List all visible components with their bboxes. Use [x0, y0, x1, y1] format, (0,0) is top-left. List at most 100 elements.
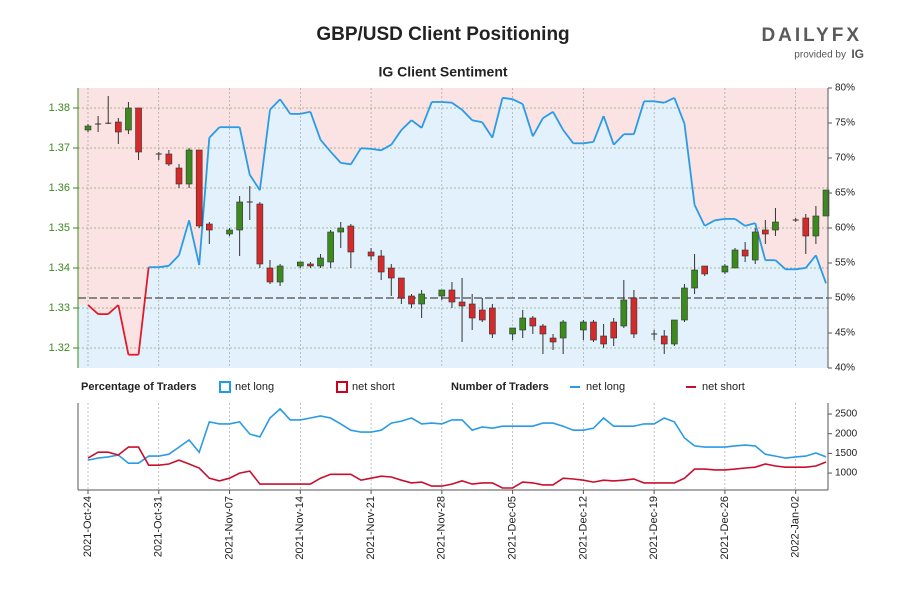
candle-body — [448, 289, 456, 303]
x-tick-label: 2021-Nov-28 — [436, 496, 448, 560]
candle-body — [226, 229, 233, 235]
legend-label: net long — [235, 381, 274, 393]
net-long-area — [78, 97, 828, 369]
legend-title: Number of Traders — [451, 381, 549, 393]
sentiment-line — [744, 222, 756, 227]
candle-body — [539, 325, 547, 335]
x-tick-label: 2021-Oct-24 — [82, 496, 94, 557]
sentiment-line — [795, 267, 806, 271]
candle-body — [630, 297, 638, 335]
x-tick-label: 2021-Dec-26 — [719, 496, 731, 560]
sentiment-line — [734, 218, 746, 227]
sentiment-line — [400, 119, 413, 131]
y2-tick-label: 60% — [835, 223, 855, 234]
candle-body — [266, 267, 274, 283]
chart-subtitle: IG Client Sentiment — [378, 64, 507, 80]
sentiment-line — [805, 254, 817, 269]
sentiment-line — [107, 304, 119, 315]
sentiment-line — [613, 133, 625, 146]
candle-body — [387, 267, 395, 279]
y2-tick-label: 75% — [835, 118, 855, 129]
sentiment-line — [552, 111, 564, 131]
legend-label: net short — [352, 381, 395, 393]
candle-body — [317, 257, 324, 267]
sentiment-line — [441, 101, 453, 104]
candle-body — [418, 293, 425, 305]
sentiment-line — [673, 97, 686, 125]
candle-body — [408, 295, 415, 305]
sentiment-line — [249, 174, 261, 191]
legend-label: net short — [702, 381, 745, 393]
candle-body — [822, 189, 830, 217]
candle-body — [478, 309, 486, 321]
candle-body — [660, 335, 668, 345]
x-tick-label: 2022-Jan-02 — [790, 496, 802, 558]
legend-swatch — [336, 381, 348, 393]
y2-tick-label: 1500 — [835, 448, 858, 459]
legend-swatch — [219, 381, 231, 393]
sentiment-line — [370, 148, 382, 152]
sentiment-line — [410, 119, 423, 129]
y2-tick-label: 80% — [835, 83, 855, 94]
y2-tick-label: 2500 — [835, 409, 858, 420]
sentiment-line — [87, 304, 99, 315]
candle-body — [458, 301, 466, 307]
candle-body — [671, 319, 678, 345]
x-tick-label: 2021-Dec-12 — [577, 496, 589, 560]
candle-body — [165, 153, 173, 165]
sentiment-line — [654, 100, 665, 104]
candle-body — [327, 231, 334, 263]
x-tick-label: 2021-Nov-07 — [223, 496, 235, 560]
candle-body — [175, 167, 183, 185]
series-line — [87, 446, 827, 489]
candle-body — [256, 203, 264, 265]
sentiment-line — [380, 143, 392, 152]
sentiment-line — [592, 115, 605, 143]
sentiment-line — [269, 98, 281, 111]
logo-provided-by: provided by — [794, 50, 846, 61]
y-tick-label: 1.34 — [49, 262, 70, 274]
candle-body — [337, 227, 345, 233]
candle-body — [468, 303, 476, 319]
sentiment-line — [300, 110, 311, 115]
candle-body — [590, 321, 597, 341]
candle-body — [691, 269, 698, 289]
sentiment-line — [137, 267, 150, 355]
y-tick-label: 1.32 — [49, 342, 70, 354]
candle-body — [206, 223, 213, 231]
sentiment-line — [360, 147, 372, 150]
sentiment-line — [774, 259, 787, 270]
y-tick-label: 1.35 — [49, 222, 70, 234]
legend-label: net long — [586, 381, 625, 393]
candle-body — [772, 221, 779, 231]
logo-ig: IG — [851, 47, 864, 61]
sentiment-line — [188, 220, 201, 266]
sentiment-line — [542, 111, 554, 119]
candle-body — [681, 287, 688, 321]
sentiment-line — [340, 162, 351, 166]
chart-title: GBP/USD Client Positioning — [316, 24, 569, 45]
candle-body — [185, 149, 193, 185]
sentiment-line — [279, 98, 291, 115]
sentiment-line — [704, 219, 716, 227]
y2-tick-label: 40% — [835, 363, 855, 374]
sentiment-line — [754, 222, 767, 261]
y2-tick-label: 45% — [835, 328, 855, 339]
candle-body — [701, 265, 708, 275]
x-tick-label: 2021-Nov-21 — [365, 496, 377, 560]
candle-body — [84, 125, 92, 131]
sentiment-line — [521, 103, 534, 137]
series-line — [87, 407, 827, 464]
sentiment-line — [663, 96, 675, 104]
candle-body — [438, 289, 446, 297]
candle-body — [812, 215, 820, 237]
x-tick-label: 2021-Nov-14 — [294, 496, 306, 560]
sentiment-line — [512, 98, 524, 105]
y-tick-label: 1.38 — [49, 102, 70, 114]
sentiment-line — [532, 117, 544, 137]
sentiment-line — [208, 126, 221, 139]
candle-body — [236, 201, 243, 231]
candle-body — [509, 327, 516, 335]
sentiment-line — [491, 97, 504, 138]
y-tick-label: 1.37 — [49, 142, 70, 154]
